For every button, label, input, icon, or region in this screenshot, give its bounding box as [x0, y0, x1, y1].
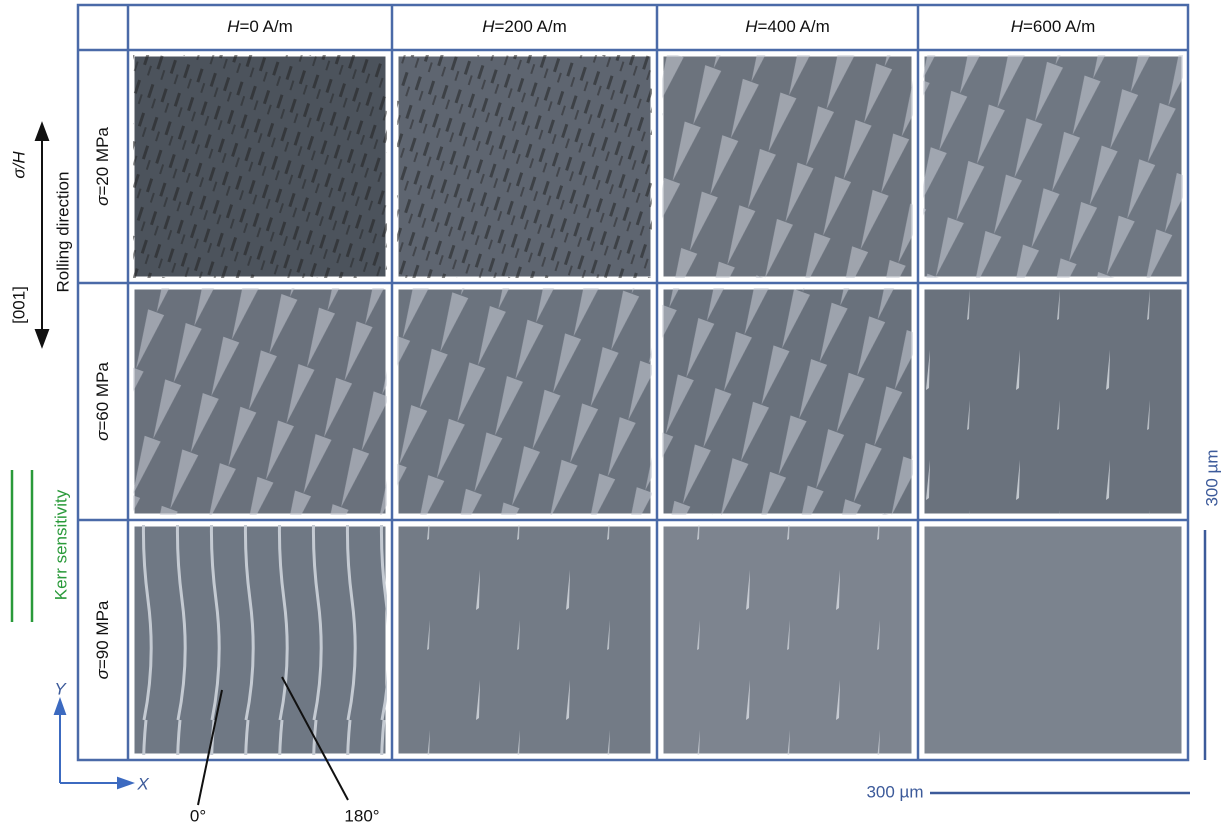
micrograph-texture	[923, 288, 1183, 515]
column-header: H=200 A/m	[482, 17, 567, 36]
axis-x-label: X	[136, 774, 149, 793]
micrograph-texture	[397, 525, 652, 755]
header-text: =0 A/m	[239, 17, 292, 36]
header-text: =600 A/m	[1023, 17, 1095, 36]
scale-y-label: 300 µm	[1202, 449, 1221, 506]
micrograph-texture	[662, 55, 913, 278]
row-header: σ=60 MPa	[93, 362, 112, 441]
micrograph-texture	[133, 288, 387, 515]
header-text: =90 MPa	[93, 600, 112, 669]
figure: σ/H [001] Rolling direction Kerr sensiti…	[0, 0, 1230, 827]
xy-axes	[55, 700, 132, 788]
scale-x-label: 300 µm	[866, 782, 923, 801]
header-text: =60 MPa	[93, 362, 112, 431]
direction-top: σ/H	[9, 151, 28, 179]
angle-180: 180°	[344, 806, 379, 825]
header-symbol: H	[482, 17, 495, 36]
angle-0: 0°	[190, 806, 206, 825]
micrograph-texture	[133, 525, 387, 755]
micrograph-texture	[133, 55, 387, 278]
kerr-lines	[12, 470, 32, 622]
column-header: H=400 A/m	[745, 17, 830, 36]
header-symbol: H	[745, 17, 758, 36]
kerr-label: Kerr sensitivity	[51, 489, 70, 600]
row-header: σ=90 MPa	[93, 600, 112, 679]
header-text: =20 MPa	[93, 127, 112, 196]
axis-y-label: Y	[54, 679, 67, 698]
micrograph-texture	[662, 288, 913, 515]
column-header: H=600 A/m	[1011, 17, 1096, 36]
column-header: H=0 A/m	[227, 17, 293, 36]
header-text: =400 A/m	[757, 17, 829, 36]
rolling-direction-arrow	[36, 124, 48, 346]
micrograph-texture	[923, 55, 1183, 278]
header-symbol: H	[1011, 17, 1024, 36]
row-header: σ=20 MPa	[93, 127, 112, 206]
direction-label: Rolling direction	[53, 172, 72, 293]
header-symbol: H	[227, 17, 240, 36]
micrograph-texture	[397, 55, 652, 278]
micrograph	[923, 525, 1183, 755]
direction-bottom: [001]	[9, 286, 28, 324]
header-text: =200 A/m	[494, 17, 566, 36]
micrograph-texture	[397, 288, 652, 515]
micrograph-texture	[662, 525, 913, 755]
